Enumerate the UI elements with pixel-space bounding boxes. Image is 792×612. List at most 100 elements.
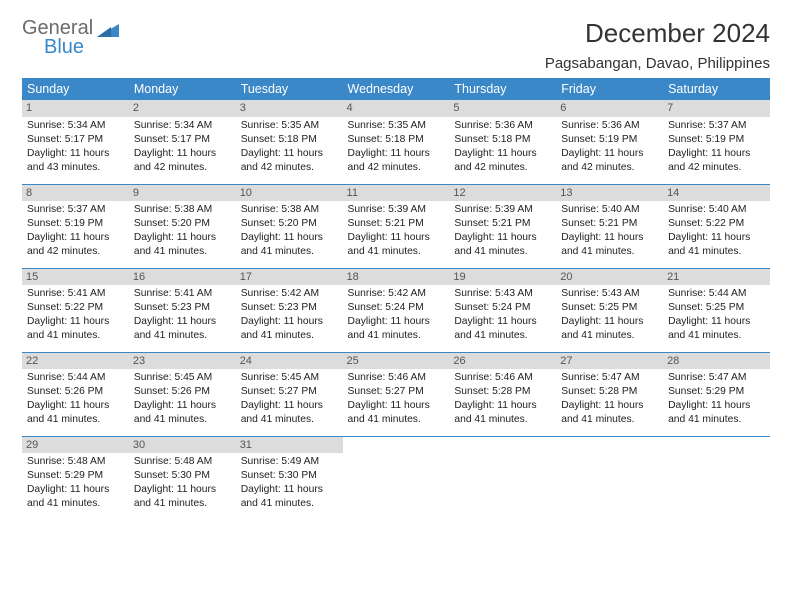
- day-number: 28: [663, 353, 770, 370]
- day-number: 26: [449, 353, 556, 370]
- calendar-week-row: 15Sunrise: 5:41 AMSunset: 5:22 PMDayligh…: [22, 268, 770, 352]
- calendar-day-cell: 23Sunrise: 5:45 AMSunset: 5:26 PMDayligh…: [129, 352, 236, 436]
- day-number: 23: [129, 353, 236, 370]
- calendar-day-cell: 17Sunrise: 5:42 AMSunset: 5:23 PMDayligh…: [236, 268, 343, 352]
- daylight-text: Daylight: 11 hours and 41 minutes.: [668, 315, 765, 343]
- daylight-text: Daylight: 11 hours and 42 minutes.: [27, 231, 124, 259]
- sunset-text: Sunset: 5:27 PM: [241, 385, 338, 399]
- daylight-text: Daylight: 11 hours and 42 minutes.: [241, 147, 338, 175]
- calendar-day-cell: 16Sunrise: 5:41 AMSunset: 5:23 PMDayligh…: [129, 268, 236, 352]
- day-number: 14: [663, 185, 770, 202]
- sunrise-text: Sunrise: 5:42 AM: [348, 287, 445, 301]
- calendar-day-cell: 11Sunrise: 5:39 AMSunset: 5:21 PMDayligh…: [343, 184, 450, 268]
- day-number: 15: [22, 269, 129, 286]
- sunset-text: Sunset: 5:25 PM: [668, 301, 765, 315]
- sunrise-text: Sunrise: 5:40 AM: [668, 203, 765, 217]
- sunrise-text: Sunrise: 5:43 AM: [561, 287, 658, 301]
- calendar-day-cell: 31Sunrise: 5:49 AMSunset: 5:30 PMDayligh…: [236, 436, 343, 520]
- day-number: 3: [236, 100, 343, 117]
- sunrise-text: Sunrise: 5:35 AM: [241, 119, 338, 133]
- title-block: December 2024 Pagsabangan, Davao, Philip…: [545, 18, 770, 72]
- sunset-text: Sunset: 5:25 PM: [561, 301, 658, 315]
- daylight-text: Daylight: 11 hours and 41 minutes.: [241, 399, 338, 427]
- day-number: 25: [343, 353, 450, 370]
- header: General Blue December 2024 Pagsabangan, …: [22, 18, 770, 72]
- sunset-text: Sunset: 5:18 PM: [348, 133, 445, 147]
- calendar-day-cell: [663, 436, 770, 520]
- calendar-day-cell: 26Sunrise: 5:46 AMSunset: 5:28 PMDayligh…: [449, 352, 556, 436]
- daylight-text: Daylight: 11 hours and 41 minutes.: [27, 399, 124, 427]
- sunset-text: Sunset: 5:18 PM: [241, 133, 338, 147]
- logo-text-blue: Blue: [44, 37, 93, 58]
- sunrise-text: Sunrise: 5:38 AM: [241, 203, 338, 217]
- sunrise-text: Sunrise: 5:40 AM: [561, 203, 658, 217]
- day-header: Thursday: [449, 78, 556, 100]
- sunset-text: Sunset: 5:17 PM: [134, 133, 231, 147]
- location-text: Pagsabangan, Davao, Philippines: [545, 55, 770, 72]
- calendar-day-cell: 24Sunrise: 5:45 AMSunset: 5:27 PMDayligh…: [236, 352, 343, 436]
- day-number: 16: [129, 269, 236, 286]
- daylight-text: Daylight: 11 hours and 41 minutes.: [27, 315, 124, 343]
- daylight-text: Daylight: 11 hours and 43 minutes.: [27, 147, 124, 175]
- sunset-text: Sunset: 5:17 PM: [27, 133, 124, 147]
- sunset-text: Sunset: 5:24 PM: [454, 301, 551, 315]
- day-number: 1: [22, 100, 129, 117]
- day-number: 22: [22, 353, 129, 370]
- daylight-text: Daylight: 11 hours and 41 minutes.: [454, 399, 551, 427]
- daylight-text: Daylight: 11 hours and 41 minutes.: [134, 399, 231, 427]
- calendar-day-cell: 22Sunrise: 5:44 AMSunset: 5:26 PMDayligh…: [22, 352, 129, 436]
- sunrise-text: Sunrise: 5:39 AM: [348, 203, 445, 217]
- sunrise-text: Sunrise: 5:37 AM: [668, 119, 765, 133]
- sunrise-text: Sunrise: 5:34 AM: [27, 119, 124, 133]
- day-number: 17: [236, 269, 343, 286]
- daylight-text: Daylight: 11 hours and 42 minutes.: [454, 147, 551, 175]
- sunrise-text: Sunrise: 5:41 AM: [134, 287, 231, 301]
- sunset-text: Sunset: 5:23 PM: [134, 301, 231, 315]
- calendar-day-cell: 18Sunrise: 5:42 AMSunset: 5:24 PMDayligh…: [343, 268, 450, 352]
- calendar-day-cell: 21Sunrise: 5:44 AMSunset: 5:25 PMDayligh…: [663, 268, 770, 352]
- daylight-text: Daylight: 11 hours and 41 minutes.: [561, 315, 658, 343]
- day-number: 2: [129, 100, 236, 117]
- daylight-text: Daylight: 11 hours and 41 minutes.: [134, 315, 231, 343]
- day-number: 6: [556, 100, 663, 117]
- day-header: Sunday: [22, 78, 129, 100]
- day-number: 7: [663, 100, 770, 117]
- day-number: 24: [236, 353, 343, 370]
- sunset-text: Sunset: 5:29 PM: [668, 385, 765, 399]
- daylight-text: Daylight: 11 hours and 41 minutes.: [241, 231, 338, 259]
- sunrise-text: Sunrise: 5:47 AM: [668, 371, 765, 385]
- day-header: Wednesday: [343, 78, 450, 100]
- day-header: Saturday: [663, 78, 770, 100]
- calendar-day-cell: 5Sunrise: 5:36 AMSunset: 5:18 PMDaylight…: [449, 100, 556, 184]
- sunset-text: Sunset: 5:28 PM: [454, 385, 551, 399]
- calendar-week-row: 8Sunrise: 5:37 AMSunset: 5:19 PMDaylight…: [22, 184, 770, 268]
- calendar-day-cell: 29Sunrise: 5:48 AMSunset: 5:29 PMDayligh…: [22, 436, 129, 520]
- sunrise-text: Sunrise: 5:48 AM: [134, 455, 231, 469]
- daylight-text: Daylight: 11 hours and 42 minutes.: [668, 147, 765, 175]
- daylight-text: Daylight: 11 hours and 42 minutes.: [348, 147, 445, 175]
- sunset-text: Sunset: 5:20 PM: [241, 217, 338, 231]
- sunset-text: Sunset: 5:30 PM: [134, 469, 231, 483]
- daylight-text: Daylight: 11 hours and 41 minutes.: [561, 399, 658, 427]
- sunset-text: Sunset: 5:27 PM: [348, 385, 445, 399]
- daylight-text: Daylight: 11 hours and 41 minutes.: [668, 231, 765, 259]
- daylight-text: Daylight: 11 hours and 42 minutes.: [134, 147, 231, 175]
- day-number: 27: [556, 353, 663, 370]
- logo: General Blue: [22, 18, 119, 58]
- sunrise-text: Sunrise: 5:45 AM: [134, 371, 231, 385]
- calendar-day-cell: 15Sunrise: 5:41 AMSunset: 5:22 PMDayligh…: [22, 268, 129, 352]
- sunset-text: Sunset: 5:24 PM: [348, 301, 445, 315]
- sunrise-text: Sunrise: 5:36 AM: [561, 119, 658, 133]
- calendar-day-cell: 1 Sunrise: 5:34 AMSunset: 5:17 PMDaylight…: [22, 100, 129, 184]
- calendar-day-cell: [449, 436, 556, 520]
- calendar-day-cell: 19Sunrise: 5:43 AMSunset: 5:24 PMDayligh…: [449, 268, 556, 352]
- sunset-text: Sunset: 5:28 PM: [561, 385, 658, 399]
- day-number: 10: [236, 185, 343, 202]
- calendar-day-cell: 3 Sunrise: 5:35 AMSunset: 5:18 PMDaylight…: [236, 100, 343, 184]
- sunset-text: Sunset: 5:20 PM: [134, 217, 231, 231]
- calendar-week-row: 29Sunrise: 5:48 AMSunset: 5:29 PMDayligh…: [22, 436, 770, 520]
- sunrise-text: Sunrise: 5:47 AM: [561, 371, 658, 385]
- day-header: Monday: [129, 78, 236, 100]
- daylight-text: Daylight: 11 hours and 41 minutes.: [348, 399, 445, 427]
- calendar-day-cell: 30Sunrise: 5:48 AMSunset: 5:30 PMDayligh…: [129, 436, 236, 520]
